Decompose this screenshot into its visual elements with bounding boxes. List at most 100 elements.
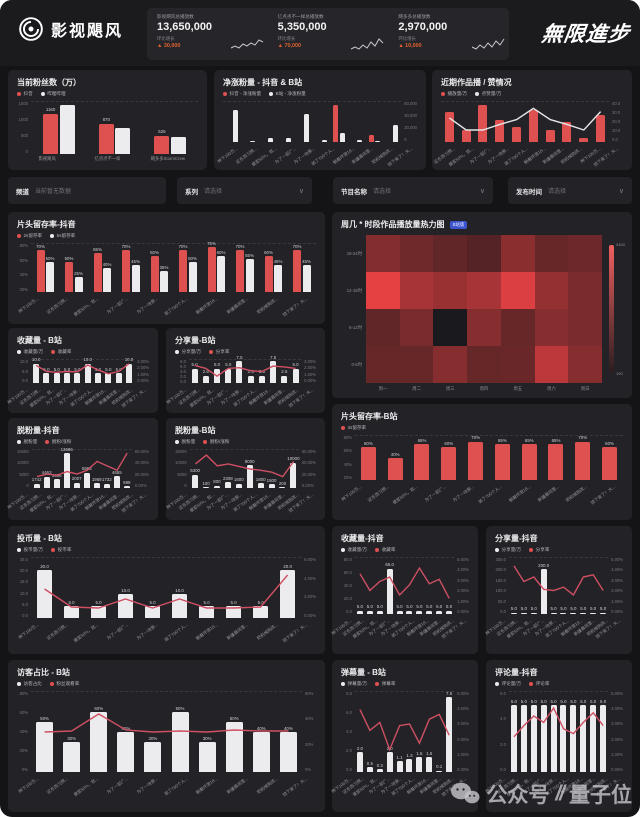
legend-item[interactable]: 哔哩哔哩 bbox=[40, 91, 66, 97]
legend-item[interactable]: 收藏量/万 bbox=[341, 547, 367, 553]
bar: 0.3 bbox=[377, 763, 383, 772]
y-axis-left: 6.0 4.0 2.0 0.0 bbox=[495, 691, 509, 772]
legend-item[interactable]: 播放量/万 bbox=[441, 91, 467, 97]
legend-item[interactable]: 投币率 bbox=[51, 547, 71, 553]
header-bar: 影视飓风 影视飓风总播放数 13,650,000 环比增长 ▲ 30,000 亿… bbox=[0, 0, 640, 66]
trend-line bbox=[189, 360, 301, 383]
bar: 5.0 bbox=[446, 604, 452, 614]
legend-item[interactable]: 5s留存率 bbox=[50, 233, 75, 239]
bar-group: 5.0 bbox=[189, 360, 200, 383]
chart-legend: 分享量/万 分享率 bbox=[495, 547, 623, 553]
bar-series: 5.0 5.0 5.0 200.0 5.0 5.0 5.0 5.0 5.0 5.0 bbox=[509, 558, 608, 614]
legend-item[interactable]: 分享率 bbox=[209, 349, 229, 355]
bar-value-label: 1160 bbox=[45, 107, 56, 113]
bar-group: 5.0 bbox=[568, 692, 578, 772]
filter-publish-time[interactable]: 发布时间 请选择 ∨ bbox=[508, 177, 632, 204]
legend-item[interactable]: 脱粉/涨粉 bbox=[45, 439, 71, 445]
filter-channel[interactable]: 频道 当前暂无数据 bbox=[8, 177, 166, 204]
x-axis-label-text: 这东西习惯... bbox=[46, 622, 70, 641]
heatmap-cell bbox=[366, 272, 400, 309]
bar-group: 40% bbox=[112, 692, 139, 772]
heatmap-col-label: 周三 bbox=[446, 386, 455, 391]
legend-item[interactable]: 评论量/万 bbox=[495, 681, 521, 687]
legend-item[interactable]: 分享量/万 bbox=[175, 349, 201, 355]
bar-group: 60% bbox=[166, 692, 193, 772]
bar-value-label: 5.0 bbox=[43, 366, 50, 372]
heatmap-row-label: 12-18时 bbox=[346, 287, 362, 293]
legend-dot-icon bbox=[50, 234, 55, 238]
legend-item[interactable]: 点赞量/万 bbox=[475, 91, 501, 97]
legend-item[interactable]: 弹幕率 bbox=[375, 681, 395, 687]
bar: 2007 bbox=[72, 476, 82, 488]
bar: 9000 bbox=[245, 459, 255, 488]
legend-item[interactable]: 评论率 bbox=[529, 681, 549, 687]
filter-series[interactable]: 系列 请选择 ∨ bbox=[177, 177, 312, 204]
x-axis-label: 拍下来了！大... bbox=[282, 294, 316, 320]
x-axis-label: 为了一块屏... bbox=[136, 774, 167, 808]
bar: 100 bbox=[202, 481, 210, 488]
bar: 5.0 bbox=[570, 699, 576, 772]
legend-label: 收藏量/万 bbox=[23, 349, 44, 354]
legend-item[interactable]: 抖音 bbox=[17, 91, 33, 97]
bar-value-label: 5300 bbox=[190, 468, 200, 474]
bar: 4655 bbox=[112, 470, 122, 488]
legend-item[interactable]: 分享量/万 bbox=[495, 547, 521, 553]
bar-value-label: 75% bbox=[207, 240, 216, 246]
bar: 40% bbox=[387, 452, 403, 480]
y-axis-tick: 5.00% bbox=[611, 557, 623, 562]
x-axis-labels: 种下100万... 这东西习惯... 便宜50%，就... 为了一部广... 为了一块屏… bbox=[6, 385, 149, 409]
bar-value-label: 4463 bbox=[41, 470, 52, 476]
chart-header: 收藏量-抖音 bbox=[341, 533, 469, 544]
filter-label: 系列 bbox=[185, 188, 198, 196]
bar: 5.0 bbox=[580, 699, 586, 772]
legend-item[interactable]: 分享率 bbox=[529, 547, 549, 553]
legend-item[interactable]: 访客占比 bbox=[17, 681, 42, 687]
legend-item[interactable]: 收藏率 bbox=[375, 547, 395, 553]
chart-legend: 2s留存率 5s留存率 bbox=[17, 233, 316, 239]
legend-item[interactable]: 脱粉量 bbox=[17, 439, 37, 445]
bar-value-label: 1.5 bbox=[426, 750, 433, 756]
x-axis-label: 种下100万... bbox=[17, 620, 47, 650]
watermark: 公众号 // 量子位 bbox=[450, 779, 632, 809]
chart-title: 分享量-B站 bbox=[175, 336, 216, 345]
legend-label: 脱粉/涨粉 bbox=[51, 439, 72, 444]
legend-item[interactable]: 投币量/万 bbox=[17, 547, 43, 553]
legend-item[interactable]: 脱粉/涨粉 bbox=[203, 439, 229, 445]
trend-line bbox=[32, 450, 132, 488]
legend-item[interactable]: 粉丝观看率 bbox=[49, 681, 79, 687]
y-axis-tick: 60% bbox=[305, 691, 314, 696]
chart-title: 访客占比 - B站 bbox=[17, 668, 70, 677]
legend-item[interactable]: 3s留存率 bbox=[341, 425, 366, 431]
x-axis-label: 便宜50%，就... bbox=[73, 774, 107, 808]
legend-item[interactable]: 弹幕量/万 bbox=[341, 681, 367, 687]
y-axis-tick: 2.00% bbox=[304, 365, 316, 371]
bar bbox=[478, 104, 488, 142]
bar: 2.5 bbox=[203, 369, 209, 383]
y-axis-tick: 30.0 bbox=[612, 110, 621, 115]
heatmap-cell bbox=[399, 235, 434, 272]
y-axis-tick: 1500 bbox=[18, 101, 28, 106]
chart-card-unfollow-douyin: 脱粉量-抖音 脱粉量 脱粉/涨粉 15000 10000 5000 0 1742 4463 343… bbox=[6, 418, 158, 520]
bar: 60% bbox=[264, 250, 273, 292]
legend-item[interactable]: 2s留存率 bbox=[17, 233, 42, 239]
filter-program-name[interactable]: 节目名称 请选择 ∨ bbox=[333, 177, 493, 204]
bar-group: 5.0 bbox=[72, 360, 82, 383]
chart-legend: 访客占比 粉丝观看率 bbox=[17, 681, 316, 687]
legend-item[interactable]: 抖音 - 净涨粉量 bbox=[223, 91, 261, 97]
legend-item[interactable]: 脱粉量 bbox=[175, 439, 195, 445]
bar-value-label: 1742 bbox=[31, 477, 42, 483]
bar-value-label: 65% bbox=[93, 246, 102, 252]
legend-item[interactable]: 收藏量/万 bbox=[17, 349, 43, 355]
bar-group bbox=[348, 102, 366, 142]
y-axis-tick: 10.0 bbox=[19, 359, 28, 364]
heatmap-body: 18-24时 12-18时 6-12时 0-6时 2400 100 bbox=[341, 235, 625, 383]
legend-item[interactable]: 收藏率 bbox=[51, 349, 71, 355]
bar-group bbox=[383, 102, 401, 142]
bar-value-label: 5.0 bbox=[64, 366, 71, 372]
legend-dot-icon bbox=[45, 440, 50, 444]
y-axis-tick: 0.0 bbox=[346, 609, 352, 614]
legend-item[interactable]: B站 - 净涨粉量 bbox=[269, 91, 306, 97]
bar: 5.0 bbox=[531, 606, 537, 614]
y-axis-tick: 2.00% bbox=[137, 365, 149, 371]
watermark-text-right: 量子位 bbox=[569, 784, 632, 807]
